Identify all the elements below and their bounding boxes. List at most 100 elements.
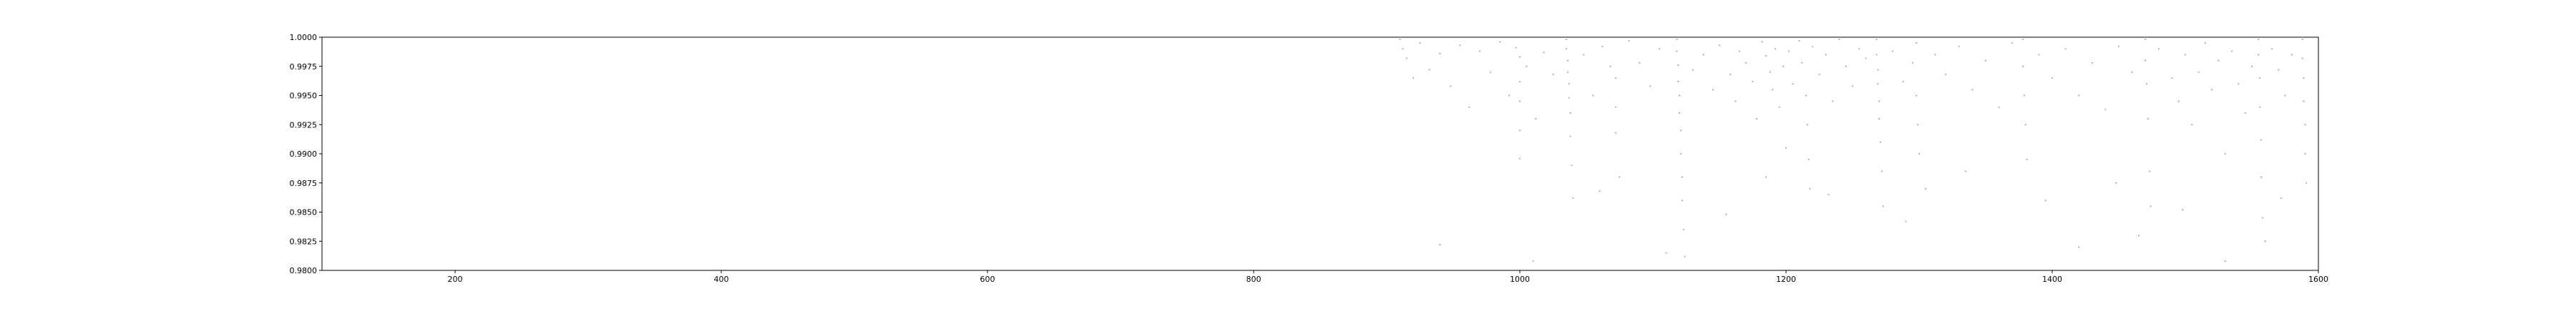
data-point (1628, 39, 1630, 41)
data-point (2044, 200, 2046, 202)
data-point (1702, 54, 1704, 56)
data-point (1692, 69, 1694, 71)
data-point (1905, 220, 1907, 222)
data-point (1614, 77, 1617, 79)
data-point (1572, 197, 1574, 200)
data-point (1807, 159, 1810, 161)
data-point (2259, 106, 2261, 108)
plot-area (322, 37, 2318, 270)
data-point (1518, 129, 1521, 132)
data-point (2177, 100, 2180, 102)
data-point (2301, 39, 2303, 41)
data-point (1459, 44, 1461, 46)
data-point (2145, 59, 2147, 62)
data-point (1543, 52, 1545, 54)
data-point (1566, 48, 1568, 50)
data-point (2304, 152, 2306, 155)
data-point (2238, 83, 2240, 85)
data-point (1832, 100, 1834, 102)
data-point (2137, 235, 2140, 237)
data-point (1665, 252, 1667, 254)
data-point (2264, 240, 2266, 242)
data-point (1891, 50, 1893, 52)
data-point (1878, 100, 1880, 102)
data-point (2211, 89, 2213, 91)
data-point (2290, 54, 2293, 56)
data-point (1878, 118, 1880, 120)
plot-frame (321, 36, 2319, 271)
data-point (1566, 39, 1568, 41)
data-point (1566, 71, 1569, 73)
data-point (1877, 83, 1879, 85)
data-point (1729, 74, 1731, 76)
data-point (2115, 182, 2117, 184)
data-point (1838, 39, 1840, 41)
data-point (2171, 77, 2173, 79)
x-tick-label: 1600 (2308, 275, 2328, 284)
data-point (2258, 39, 2260, 41)
data-point (2260, 176, 2263, 178)
data-point (1566, 59, 1569, 62)
data-point (1911, 62, 1913, 64)
x-tick-label: 1000 (1510, 275, 1530, 284)
data-point (1845, 65, 1847, 67)
data-point (1735, 100, 1737, 102)
data-point (2145, 83, 2148, 85)
data-point (2218, 59, 2220, 62)
data-point (1428, 69, 1430, 71)
y-tick-label: 0.9975 (290, 62, 318, 72)
data-point (1677, 64, 1679, 67)
data-point (1875, 39, 1878, 41)
data-point (2278, 69, 2280, 71)
data-point (1508, 94, 1511, 97)
data-point (1877, 69, 1879, 71)
data-point (1405, 57, 1407, 59)
data-point (2021, 65, 2024, 67)
data-point (1792, 83, 1794, 85)
data-point (1450, 85, 1452, 87)
data-point (1902, 80, 1904, 83)
data-point (1801, 62, 1803, 64)
data-point (1880, 170, 1883, 172)
data-point (2184, 54, 2187, 56)
data-point (1599, 190, 1601, 192)
data-point (2284, 94, 2286, 97)
data-point (1677, 80, 1679, 83)
data-point (1809, 187, 1811, 190)
y-tick-label: 0.9950 (290, 92, 318, 101)
data-points (1399, 39, 2308, 263)
data-point (2150, 205, 2152, 207)
data-point (1468, 106, 1470, 108)
data-point (2091, 62, 2093, 64)
data-point (2038, 54, 2040, 56)
data-point (1681, 176, 1684, 178)
data-point (1998, 106, 2000, 108)
data-point (1676, 39, 1678, 41)
data-point (2224, 152, 2226, 155)
data-point (1518, 157, 1521, 160)
data-point (1761, 41, 1763, 43)
x-tick-label: 1200 (1776, 275, 1796, 284)
data-point (1778, 106, 1780, 108)
data-point (1818, 74, 1820, 76)
y-tick-label: 0.9800 (290, 266, 318, 275)
data-point (1552, 74, 1554, 76)
data-point (2260, 139, 2263, 141)
data-point (1399, 39, 1401, 41)
data-point (1851, 85, 1854, 87)
data-point (1679, 94, 1681, 97)
data-point (1679, 152, 1682, 155)
data-point (1787, 50, 1790, 52)
data-point (1518, 100, 1521, 102)
data-point (2197, 71, 2200, 73)
data-point (2117, 45, 2120, 48)
data-point (2024, 124, 2026, 126)
data-point (1718, 44, 1721, 46)
data-point (1828, 193, 1830, 196)
data-point (2306, 182, 2308, 184)
data-point (1682, 228, 1684, 231)
x-tick-label: 400 (714, 275, 729, 284)
data-point (1916, 94, 1918, 97)
data-point (2224, 260, 2226, 263)
data-point (2011, 42, 2014, 44)
